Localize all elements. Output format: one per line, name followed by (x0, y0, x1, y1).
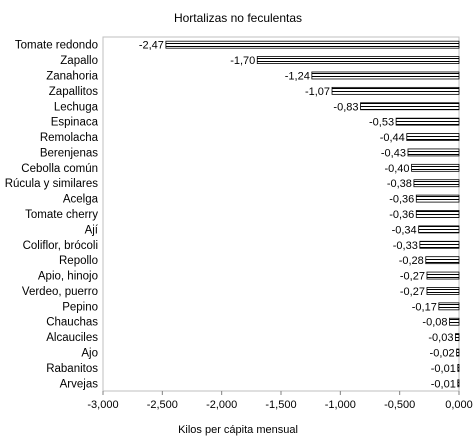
data-label: -0,34 (392, 224, 417, 236)
category-label: Berenjenas (40, 147, 98, 159)
x-tick-label: -3,000 (87, 399, 118, 411)
data-label: -0,33 (393, 240, 418, 252)
category-labels: Tomate redondo Zapallo Zanahoria Zapallitos… (5, 40, 99, 391)
bar (360, 102, 460, 111)
category-label: Rabanitos (46, 363, 98, 375)
category-label: Ají (85, 224, 99, 236)
bars (165, 40, 460, 388)
chart-title: Hortalizas no feculentas (174, 11, 302, 25)
data-label: -0,17 (412, 301, 437, 313)
bar (311, 71, 460, 80)
data-label: -0,53 (369, 117, 394, 129)
bar (165, 40, 460, 49)
bar (411, 163, 460, 172)
data-label: -0,27 (400, 271, 425, 283)
bar (413, 179, 460, 188)
bar (456, 348, 460, 357)
data-label: -0,43 (381, 147, 406, 159)
data-label: -1,07 (305, 86, 330, 98)
bar (438, 302, 460, 311)
bar (457, 379, 460, 388)
category-label: Cebolla común (21, 163, 98, 175)
data-label: -1,70 (230, 55, 255, 67)
value-labels: -2,47 -1,70 -1,24 -1,07-0,83 -0,53 -0,44 -0,43… (139, 40, 456, 391)
category-label: Chauchas (46, 317, 98, 329)
category-label: Tomate redondo (15, 40, 98, 52)
x-tick-label: -1,000 (325, 399, 356, 411)
category-label: Rúcula y similares (5, 178, 99, 190)
category-label: Remolacha (40, 132, 99, 144)
bar (455, 333, 460, 342)
data-label: -0,08 (422, 317, 447, 329)
category-label: Tomate cherry (25, 209, 98, 221)
x-tick-label: -2,500 (147, 399, 178, 411)
bar (415, 210, 460, 218)
x-axis-title: Kilos per cápita mensual (178, 424, 298, 436)
data-label: -0,01 (431, 378, 456, 390)
category-label: Lechuga (54, 101, 99, 113)
bar (395, 117, 460, 126)
category-label: Zapallo (60, 55, 98, 67)
data-label: -2,47 (139, 40, 164, 52)
data-label: -1,24 (285, 70, 310, 82)
category-label: Zanahoria (46, 70, 98, 82)
bar (419, 240, 460, 249)
data-label: -0,36 (389, 194, 414, 206)
bar (449, 317, 460, 326)
bar (407, 148, 460, 157)
category-label: Zapallitos (49, 86, 98, 98)
bar (457, 364, 460, 372)
x-tick-label: -2,000 (206, 399, 237, 411)
bar (426, 287, 460, 295)
x-tick-label: -1,500 (265, 399, 296, 411)
category-label: Apio, hinojo (38, 271, 98, 283)
data-label: -0,38 (387, 178, 412, 190)
category-label: Alcauciles (46, 332, 98, 344)
data-label: -0,83 (333, 101, 358, 113)
data-label: -0,28 (399, 255, 424, 267)
category-label: Arvejas (60, 378, 99, 390)
data-label: -0,03 (428, 332, 453, 344)
data-label: -0,01 (431, 363, 456, 375)
data-label: -0,44 (380, 132, 405, 144)
x-axis: -3,000 -2,500 -2,000 -1,500 -1,000 -0,500 0,00… (87, 391, 473, 411)
category-label: Verdeo, puerro (22, 286, 98, 298)
x-tick-label: -0,500 (384, 399, 415, 411)
data-label: -0,36 (389, 209, 414, 221)
x-tick-label: 0,000 (445, 399, 473, 411)
bar (256, 56, 460, 64)
data-label: -0,27 (400, 286, 425, 298)
bar (406, 133, 460, 141)
bar (331, 86, 460, 95)
data-label: -0,02 (430, 348, 455, 360)
category-label: Espinaca (51, 117, 99, 129)
bar (425, 256, 460, 265)
bar (418, 225, 460, 234)
category-label: Acelga (63, 194, 99, 206)
data-label: -0,40 (384, 163, 409, 175)
category-label: Coliflor, brócoli (23, 240, 98, 252)
bar (415, 194, 460, 203)
category-label: Pepino (62, 301, 98, 313)
category-label: Ajo (81, 348, 98, 360)
bar (426, 271, 460, 280)
category-label: Repollo (59, 255, 98, 267)
